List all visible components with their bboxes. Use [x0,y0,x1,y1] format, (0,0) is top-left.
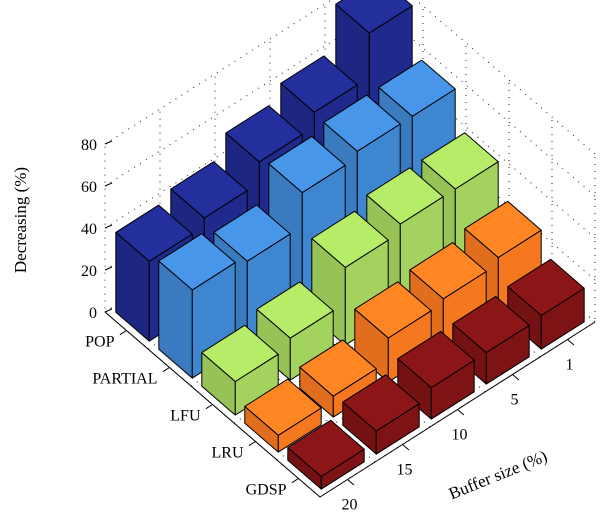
z-axis-title: Decreasing (%) [11,167,30,273]
buffer-tick-label-1: 5 [511,392,519,409]
bar-face-top [452,295,530,354]
z-tick-label-1: 20 [81,263,97,280]
row-tick-mark-4 [119,330,127,336]
bar-face-top [225,105,303,163]
bar-face-top [244,378,322,436]
bar-face-top [311,210,389,268]
row-tick-mark-1 [248,441,256,447]
bar-face-top [507,258,585,316]
bar-face-top [256,281,334,339]
bar-face-top [299,339,377,397]
bar-face-top [378,59,456,117]
bar-face-top [421,132,499,190]
z-tick-mark-2 [104,224,113,229]
bar-pop-15 [342,374,420,455]
row-label-partial: PARTIAL [92,371,157,388]
row-label-pop: POP [85,334,114,351]
z-tick-label-3: 60 [81,179,97,196]
z-tick-label-0: 0 [89,305,97,322]
buffer-tick-label-4: 20 [342,497,358,514]
buffer-tick-label-3: 15 [397,462,413,479]
bar-face-top [158,233,236,291]
bar-face-top [354,281,432,339]
bar-face-top [366,167,444,225]
row-tick-mark-2 [205,404,213,410]
row-tick-mark-3 [162,367,170,373]
buffer-tick-label-0: 1 [566,357,574,374]
bar-face-top [342,374,420,432]
bar-face-top [213,204,291,262]
bar-face-top [397,330,475,389]
z-tick-label-4: 80 [81,137,97,154]
bar-pop-20 [287,419,365,490]
z-tick-mark-1 [104,266,113,271]
buffer-tick-mark-4 [347,479,355,486]
bar-face-top [280,55,358,113]
z-tick-mark-4 [104,140,113,145]
bar-face-top [464,200,542,258]
bar-face-top [170,161,248,219]
bar-face-top [201,324,279,382]
row-label-gdsp: GDSP [246,482,287,499]
bar-face-top [323,94,401,152]
row-label-lfu: LFU [170,408,201,425]
buffer-tick-label-2: 10 [452,427,468,444]
bar-face-top [115,204,193,262]
buffer-size-axis-title: Buffer size (%) [446,447,550,504]
bar-partial-20 [244,378,322,453]
buffer-tick-mark-2 [457,409,465,416]
bar-pop-10 [397,330,475,420]
bar-pop-1 [507,258,585,350]
buffer-tick-mark-0 [567,339,575,346]
z-tick-mark-3 [104,182,113,187]
bar-lfu-15 [256,281,334,381]
z-tick-mark-0 [104,308,113,313]
buffer-tick-mark-1 [512,374,520,381]
row-tick-mark-0 [291,478,299,484]
row-label-lru: LRU [212,445,244,462]
buffer-tick-mark-3 [402,444,410,451]
bars-layer [115,0,585,490]
bar-lfu-20 [201,324,279,416]
bar-face-top [335,0,413,34]
bar-face-top [409,242,487,300]
bar-face-top [287,419,365,477]
bar-pop-5 [452,295,530,385]
z-tick-label-2: 40 [81,221,97,238]
bar-face-top [268,135,346,194]
